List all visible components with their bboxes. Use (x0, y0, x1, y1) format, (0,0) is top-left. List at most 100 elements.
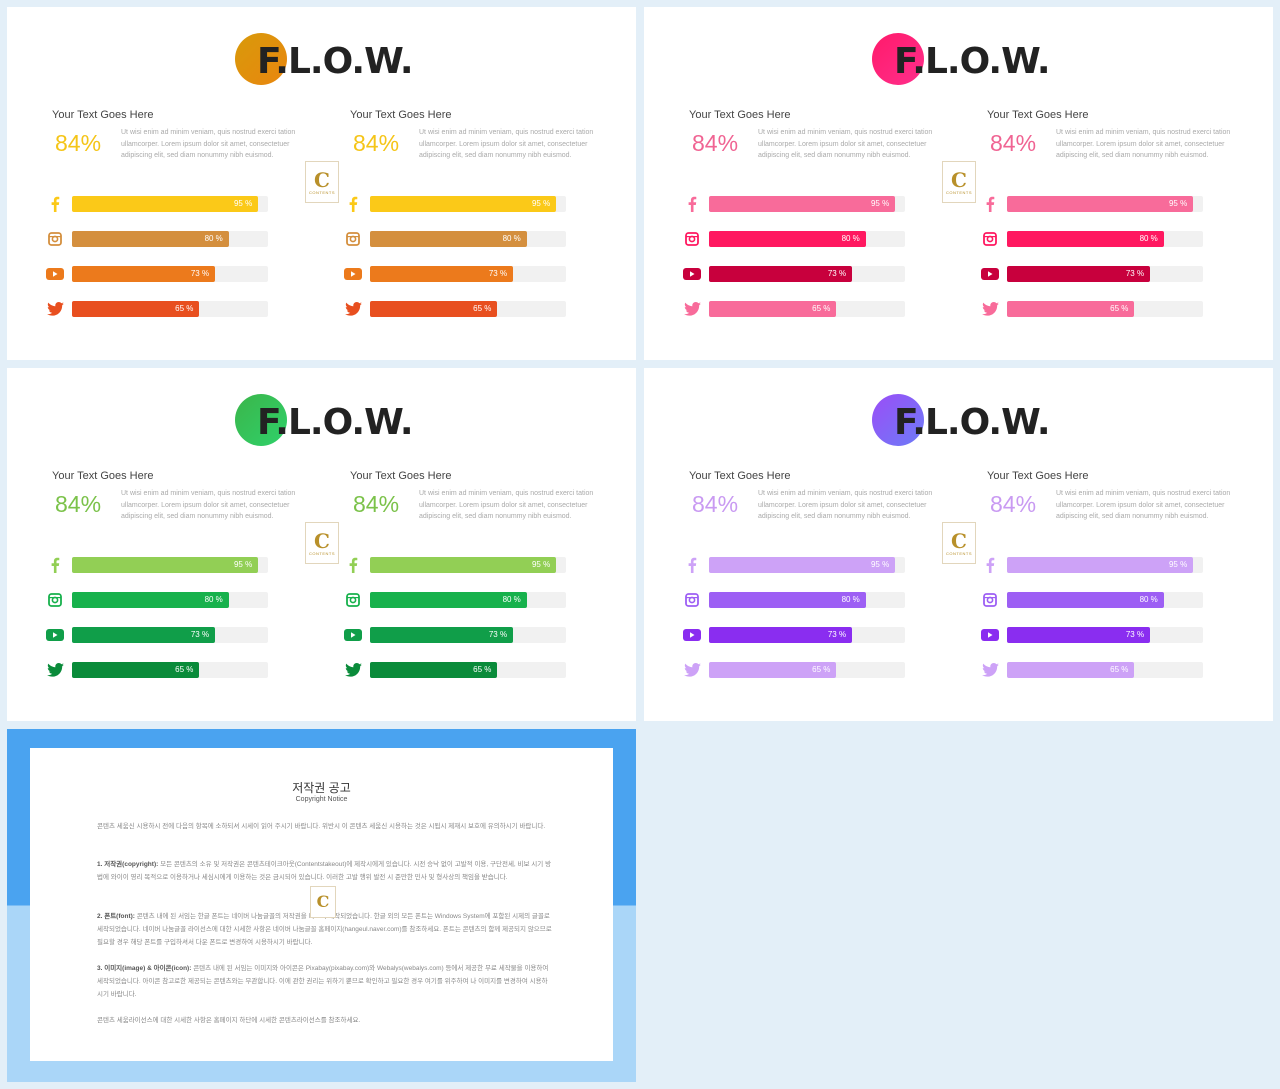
bar-track: 73 % (370, 627, 566, 643)
twitter-icon (46, 300, 64, 318)
notice-image-text: 콘텐츠 내에 된 서임는 이미지와 아이콘은 Pixabay(pixabay.c… (97, 965, 549, 998)
bar-fill: 80 % (370, 231, 527, 247)
bar-value: 65 % (175, 665, 194, 674)
bar-row: 80 % (983, 230, 1217, 248)
bar-track: 65 % (709, 301, 905, 317)
bar-fill: 65 % (370, 662, 498, 678)
column-percent: 84% (353, 130, 400, 156)
logo-text: CONTENTS (309, 189, 335, 195)
bar-value: 73 % (1125, 269, 1145, 278)
column-percent: 84% (990, 130, 1037, 156)
bar-value: 80 % (204, 234, 223, 243)
column-description: Ut wisi enim ad minim veniam, quis nostr… (758, 129, 933, 159)
column-percent: 84% (353, 491, 400, 517)
instagram-icon (344, 230, 362, 248)
slide-orange[interactable]: F.L.O.W. Your Text Goes Here 84% Ut wisi en… (7, 7, 636, 360)
bar-fill: 95 % (1007, 557, 1194, 573)
slide-copyright-notice[interactable]: 저작권 공고 Copyright Notice 콘텐츠 세움신 시용하시 전에 … (7, 729, 636, 1082)
bar-row: 95 % (986, 195, 1217, 213)
bar-track: 95 % (370, 196, 566, 212)
title-circle (235, 394, 287, 446)
bar-track: 80 % (709, 592, 905, 608)
bar-value: 65 % (1110, 304, 1129, 313)
flow-title: F.L.O.W. (894, 41, 1051, 82)
bar-fill: 80 % (1007, 592, 1164, 608)
logo-text: CONTENTS (946, 189, 972, 195)
twitter-icon (344, 661, 362, 679)
column-description: Ut wisi enim ad minim veniam, quis nostr… (419, 490, 594, 520)
bar-track: 95 % (72, 557, 268, 573)
twitter-icon (683, 300, 701, 318)
youtube-icon (344, 265, 362, 283)
bar-value: 73 % (488, 630, 508, 639)
bar-row: 73 % (683, 265, 919, 283)
bar-value: 65 % (1110, 665, 1129, 674)
bar-row: 80 % (48, 230, 282, 248)
notice-image-label: 3. 이미지(image) & 아이콘(icon): (97, 965, 192, 972)
bar-value: 80 % (841, 595, 860, 604)
bar-fill: 73 % (370, 627, 514, 643)
title-area: F.L.O.W. (7, 392, 636, 448)
logo-text: CONTENTS (946, 550, 972, 556)
stat-column: Your Text Goes Here 84% Ut wisi enim ad mi… (683, 468, 949, 698)
bar-row: 95 % (349, 195, 580, 213)
notice-font-label: 2. 폰트(font): (97, 913, 135, 920)
bar-value: 65 % (812, 304, 831, 313)
bar-fill: 65 % (709, 301, 837, 317)
bar-track: 65 % (1007, 301, 1203, 317)
bar-row: 65 % (344, 300, 580, 318)
bar-fill: 80 % (72, 592, 229, 608)
instagram-icon (981, 591, 999, 609)
bar-value: 80 % (502, 595, 521, 604)
facebook-icon (46, 556, 64, 574)
bar-fill: 95 % (370, 557, 557, 573)
column-percent: 84% (692, 130, 739, 156)
bar-row: 73 % (683, 626, 919, 644)
bar-value: 95 % (1168, 560, 1188, 569)
bar-fill: 95 % (1007, 196, 1194, 212)
bar-value: 80 % (1139, 595, 1158, 604)
bar-row: 65 % (344, 661, 580, 679)
youtube-icon (46, 626, 64, 644)
bar-row: 80 % (983, 591, 1217, 609)
notice-subtitle: Copyright Notice (295, 796, 348, 803)
bar-track: 80 % (709, 231, 905, 247)
bar-track: 73 % (1007, 266, 1203, 282)
slide-purple[interactable]: F.L.O.W. Your Text Goes Here 84% Ut wisi en… (644, 368, 1273, 721)
flow-title: F.L.O.W. (257, 402, 414, 443)
bar-fill: 73 % (370, 266, 514, 282)
contents-logo: C CONTENTS (942, 161, 976, 203)
bar-value: 65 % (812, 665, 831, 674)
logo-letter: C (951, 167, 967, 192)
slide-green[interactable]: F.L.O.W. Your Text Goes Here 84% Ut wisi en… (7, 368, 636, 721)
bar-track: 95 % (72, 196, 268, 212)
bar-value: 73 % (190, 630, 210, 639)
bar-track: 80 % (1007, 231, 1203, 247)
bar-value: 73 % (827, 630, 847, 639)
bar-value: 73 % (1125, 630, 1145, 639)
slide-pink[interactable]: F.L.O.W. Your Text Goes Here 84% Ut wisi en… (644, 7, 1273, 360)
notice-copyright-label: 1. 저작권(copyright): (97, 861, 159, 868)
bar-row: 80 % (346, 230, 580, 248)
bar-fill: 95 % (709, 557, 896, 573)
stat-column: Your Text Goes Here 84% Ut wisi enim ad mi… (46, 107, 312, 337)
column-description: Ut wisi enim ad minim veniam, quis nostr… (1056, 129, 1231, 159)
bar-row: 65 % (46, 661, 282, 679)
bar-track: 65 % (1007, 662, 1203, 678)
bar-value: 95 % (531, 560, 551, 569)
bar-row: 73 % (46, 265, 282, 283)
column-heading: Your Text Goes Here (52, 109, 154, 121)
bar-track: 73 % (709, 266, 905, 282)
bar-value: 95 % (233, 199, 253, 208)
bar-fill: 65 % (370, 301, 498, 317)
twitter-icon (683, 661, 701, 679)
bar-track: 73 % (72, 627, 268, 643)
instagram-icon (46, 230, 64, 248)
bar-row: 80 % (346, 591, 580, 609)
notice-image-paragraph: 3. 이미지(image) & 아이콘(icon): 콘텐츠 내에 된 서임는 … (97, 962, 552, 1001)
bar-value: 73 % (190, 269, 210, 278)
bar-fill: 65 % (72, 662, 200, 678)
bar-row: 65 % (683, 661, 919, 679)
title-area: F.L.O.W. (7, 31, 636, 87)
bar-row: 73 % (344, 626, 580, 644)
